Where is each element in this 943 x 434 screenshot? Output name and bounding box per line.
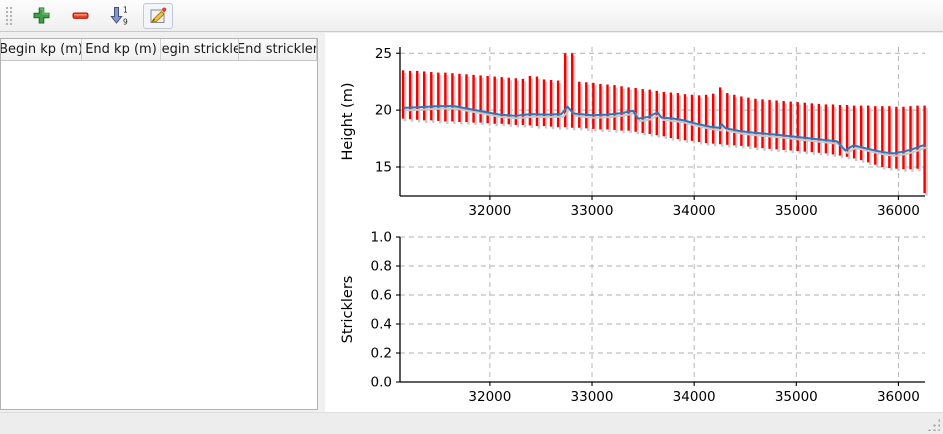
axes-spines (399, 47, 925, 197)
svg-text:33000: 33000 (571, 203, 614, 219)
toolbar: 1 9 (0, 0, 943, 32)
sort-digit-bottom: 9 (123, 17, 128, 26)
column-header-end-kp[interactable]: End kp (m) (82, 39, 161, 60)
y-axis-label: Stricklers (340, 276, 356, 344)
table-body-empty[interactable] (1, 61, 317, 409)
svg-text:36000: 36000 (877, 389, 920, 405)
grid (400, 236, 925, 383)
profile-line (403, 105, 925, 155)
height-chart: 32000 33000 34000 35000 36000 15 20 25 Height (m… (340, 46, 928, 219)
strickler-table: Begin kp (m) End kp (m) Begin strickler … (0, 38, 318, 410)
minus-icon (72, 12, 88, 19)
status-bar (0, 412, 943, 434)
tick-labels: 32000 33000 34000 35000 36000 0.0 0.2 0.4 0.6 0.8… (371, 230, 920, 406)
svg-text:35000: 35000 (775, 389, 818, 405)
column-header-begin-strickler[interactable]: Begin strickler (161, 39, 239, 60)
edit-pencil-icon (150, 7, 167, 23)
plus-icon (33, 7, 49, 24)
charts-panel: 32000 33000 34000 35000 36000 15 20 25 Height (m… (325, 33, 943, 412)
svg-text:36000: 36000 (877, 203, 920, 219)
tick-marks (396, 52, 899, 200)
svg-text:35000: 35000 (775, 203, 818, 219)
sort-numeric-icon: 1 9 (110, 5, 128, 26)
svg-text:0.2: 0.2 (371, 346, 392, 362)
tick-labels: 32000 33000 34000 35000 36000 15 20 25 (375, 46, 920, 219)
tick-marks (396, 236, 899, 386)
stricklers-chart: 32000 33000 34000 35000 36000 0.0 0.2 0.4 0.6 0.8… (340, 230, 925, 406)
remove-row-button[interactable] (65, 3, 95, 29)
add-row-button[interactable] (26, 3, 56, 29)
svg-text:1.0: 1.0 (371, 230, 392, 246)
svg-text:32000: 32000 (468, 389, 511, 405)
resize-grip-icon[interactable] (926, 417, 940, 431)
sort-digit-top: 1 (123, 5, 128, 14)
svg-text:34000: 34000 (673, 389, 716, 405)
edit-row-button[interactable] (143, 2, 173, 29)
svg-text:32000: 32000 (468, 203, 511, 219)
column-header-end-strickler[interactable]: End strickler (239, 39, 317, 60)
column-header-begin-kp[interactable]: Begin kp (m) (1, 39, 82, 60)
profile-line-shadow (405, 107, 927, 157)
axes-spines (399, 237, 925, 383)
toolbar-drag-handle[interactable] (5, 5, 13, 26)
table-header-row: Begin kp (m) End kp (m) Begin strickler … (1, 39, 317, 61)
svg-text:0.6: 0.6 (371, 288, 392, 304)
svg-text:34000: 34000 (673, 203, 716, 219)
sort-rows-button[interactable]: 1 9 (104, 3, 134, 29)
svg-text:0.8: 0.8 (371, 259, 392, 275)
svg-text:25: 25 (375, 46, 392, 62)
bar-shadows (403, 55, 928, 196)
y-axis-label: Height (m) (340, 83, 356, 161)
svg-text:15: 15 (375, 159, 392, 175)
svg-text:0.0: 0.0 (371, 375, 392, 391)
svg-text:33000: 33000 (571, 389, 614, 405)
svg-text:0.4: 0.4 (371, 317, 392, 333)
svg-text:20: 20 (375, 103, 392, 119)
range-bars (401, 53, 926, 194)
